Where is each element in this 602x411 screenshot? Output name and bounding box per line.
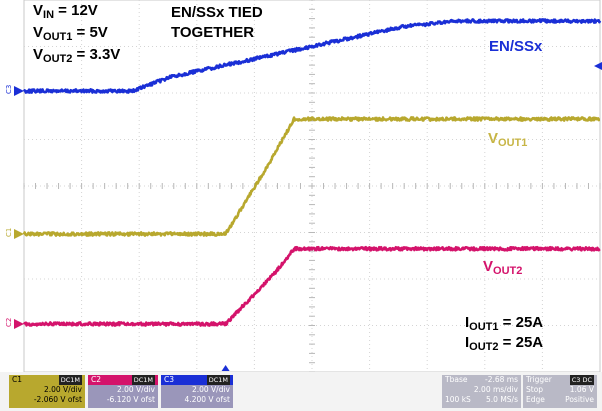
vout2-label: VOUT2 xyxy=(483,258,523,277)
trigger-level-marker xyxy=(594,62,602,70)
ground-marker-c2 xyxy=(14,319,24,329)
channel-marker-c1: C1 xyxy=(5,228,13,237)
ground-marker-c1 xyxy=(14,229,24,239)
channel-2-settings[interactable]: C2 DC1M 2.00 V/div -6.120 V ofst xyxy=(88,375,158,408)
trace-c1 xyxy=(22,116,601,237)
vout1-annotation: VOUT1 = 5V xyxy=(33,24,108,43)
iout1-annotation: IOUT1 = 25A xyxy=(465,314,544,333)
oscilloscope-plot: C3 C1 C2 xyxy=(5,0,602,372)
channel-marker-c3: C3 xyxy=(5,85,13,94)
plot-grid xyxy=(23,0,601,372)
vout1-label: VOUT1 xyxy=(488,130,528,149)
channel-1-settings[interactable]: C1 DC1M 2.00 V/div -2.060 V ofst xyxy=(9,375,85,408)
channel-markers: C3 C1 C2 xyxy=(5,62,602,371)
trace-c2 xyxy=(22,245,601,327)
trigger-settings[interactable]: Trigger C3 DC Stop 1.06 V Edge Positive xyxy=(523,375,597,408)
ground-marker-c3 xyxy=(14,86,24,96)
channel-marker-c2: C2 xyxy=(5,318,13,327)
timebase-settings[interactable]: Tbase -2.68 ms 2.00 ms/div 100 kS 5.0 MS/s xyxy=(442,375,521,408)
iout2-annotation: IOUT2 = 25A xyxy=(465,334,544,353)
tied-annotation-line1: EN/SSx TIED xyxy=(171,4,263,21)
scope-status-bar: C1 DC1M 2.00 V/div -2.060 V ofst C2 DC1M 2… xyxy=(0,372,602,411)
traces xyxy=(22,18,602,327)
trigger-position-marker xyxy=(221,365,230,371)
en-ss-label: EN/SSx xyxy=(489,38,543,55)
channel-3-settings[interactable]: C3 DC1M 2.00 V/div 4.200 V ofst xyxy=(161,375,233,408)
vout2-annotation: VOUT2 = 3.3V xyxy=(33,46,121,65)
tied-annotation-line2: TOGETHER xyxy=(171,24,255,41)
vin-annotation: VIN = 12V xyxy=(33,2,98,21)
trace-c3 xyxy=(22,18,602,94)
